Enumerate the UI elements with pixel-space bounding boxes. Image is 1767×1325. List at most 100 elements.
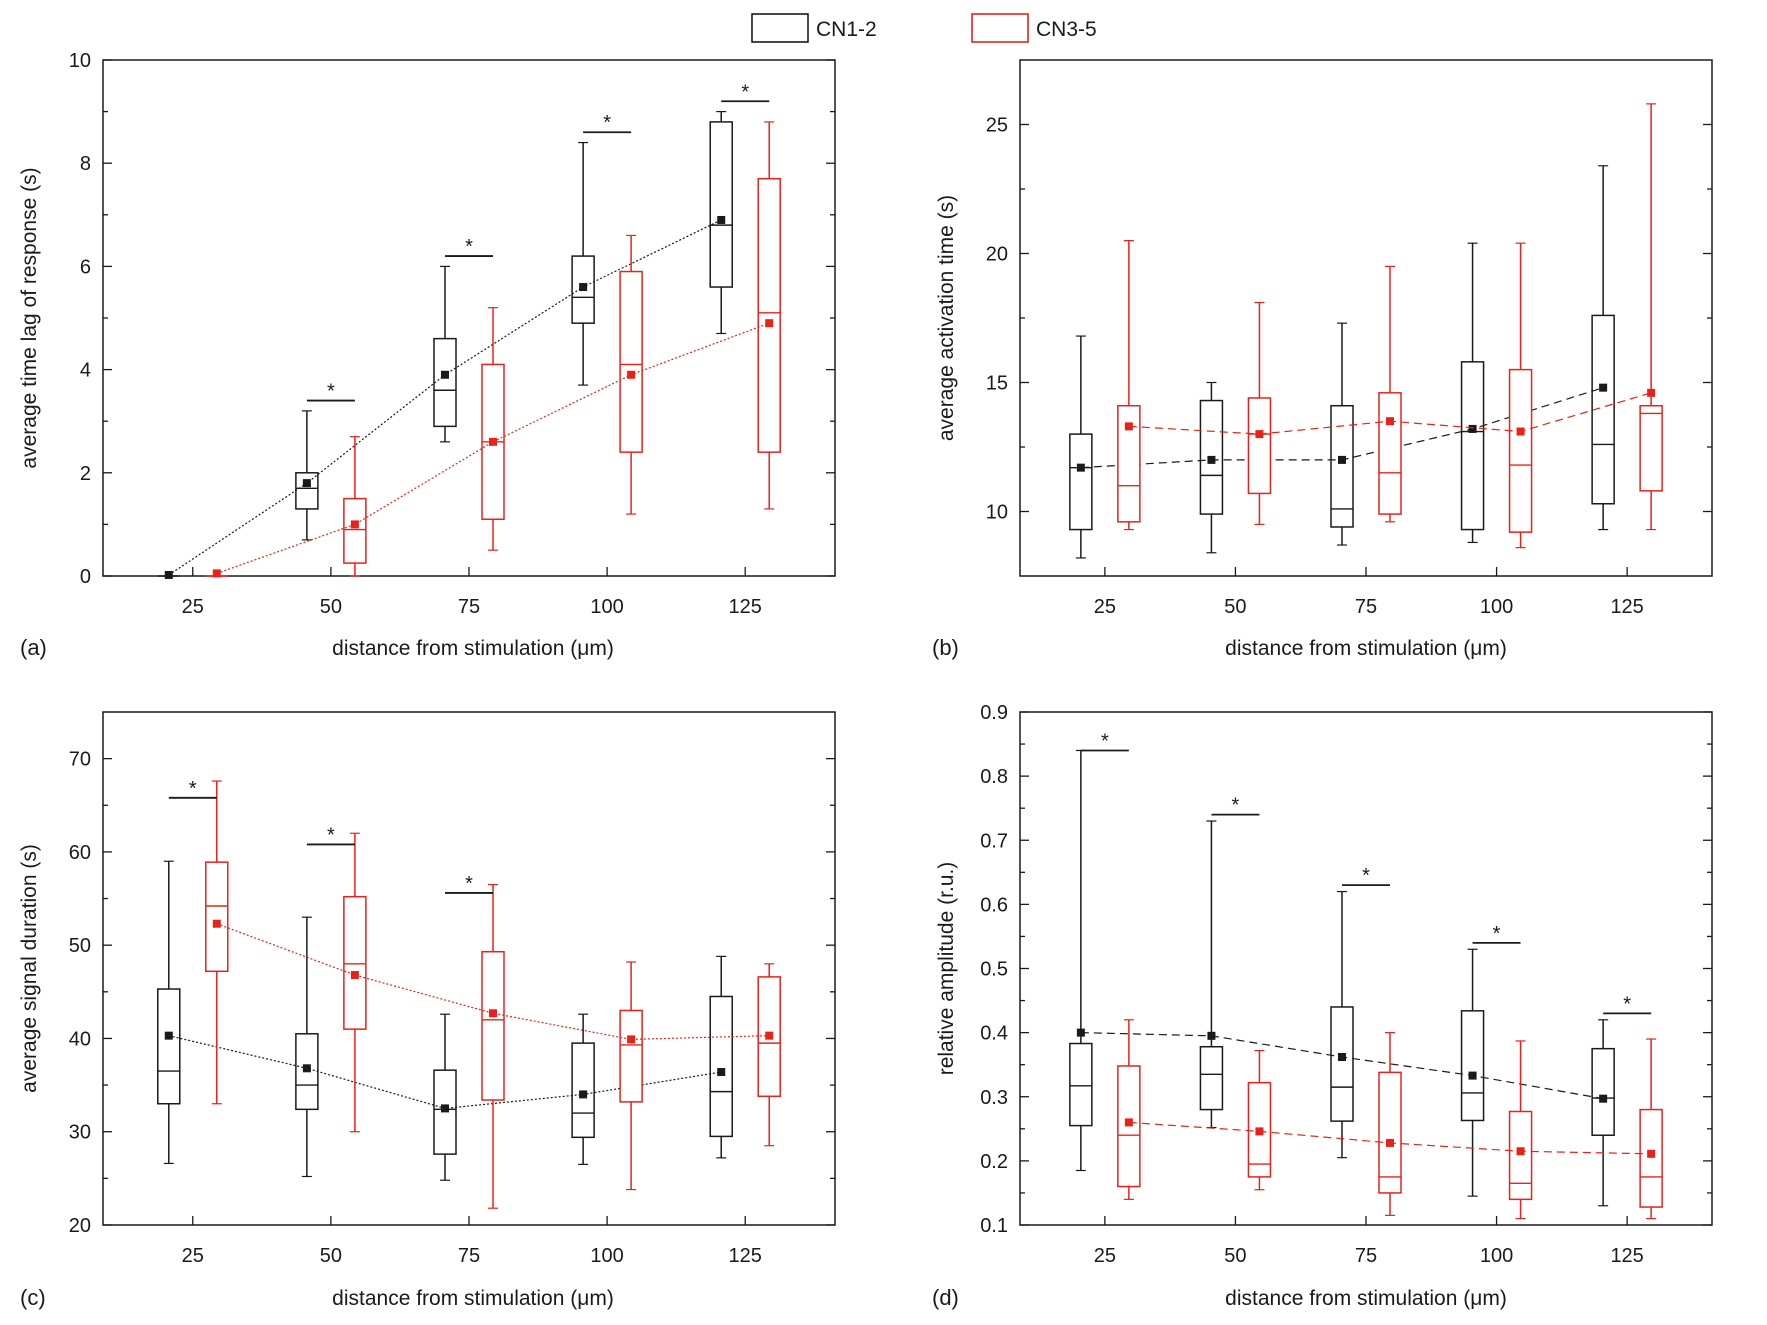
- y-tick-label: 0.6: [980, 894, 1008, 916]
- box-cn1-2-50: [295, 916, 319, 1178]
- box-iqr: [1639, 1108, 1663, 1208]
- x-tick-label: 50: [320, 596, 342, 618]
- significance-star: *: [189, 778, 197, 800]
- mean-line-cn1-2: [1080, 387, 1604, 469]
- box-cn3-5-25: [205, 780, 229, 1105]
- box-cn1-2-125: [1591, 1019, 1615, 1207]
- mean-marker: [717, 215, 726, 224]
- x-axis-label: distance from stimulation (μm): [332, 637, 614, 660]
- box-iqr: [343, 895, 367, 1030]
- series-cn3-5: [1117, 103, 1663, 549]
- box-cn3-5-75: [481, 883, 505, 1209]
- series-cn1-2: [1069, 165, 1615, 559]
- significance-star: *: [741, 81, 749, 103]
- x-tick-label: 75: [458, 1245, 480, 1267]
- y-tick-label: 25: [986, 115, 1008, 137]
- panel-label: (b): [932, 635, 959, 660]
- box-iqr: [709, 995, 733, 1138]
- significance-marker: *: [1080, 730, 1129, 752]
- y-tick-label: 0.2: [980, 1151, 1008, 1173]
- significance-star: *: [465, 873, 473, 895]
- legend-label-2: CN3-5: [1036, 18, 1097, 41]
- box-iqr: [1591, 314, 1615, 505]
- mean-marker: [627, 1035, 636, 1044]
- box-cn1-2-100: [571, 141, 595, 386]
- significance-marker: *: [1211, 795, 1260, 817]
- y-tick-label: 15: [986, 373, 1008, 395]
- x-tick-label: 100: [590, 1245, 623, 1267]
- y-tick-label: 0.9: [980, 702, 1008, 724]
- box-iqr: [1247, 397, 1272, 495]
- mean-marker: [350, 971, 359, 980]
- box-iqr: [1508, 368, 1533, 533]
- box-cn3-5-125: [1639, 103, 1663, 531]
- significance-star: *: [603, 112, 611, 134]
- panel-label: (a): [20, 635, 47, 660]
- box-iqr: [1460, 1010, 1485, 1122]
- y-tick-label: 0.8: [980, 766, 1008, 788]
- y-tick-label: 0.4: [980, 1023, 1008, 1045]
- box-cn3-5-100: [619, 961, 643, 1191]
- y-axis-label: average time lag of response (s): [18, 167, 41, 468]
- panel-d: 0.1 0.2 0.3 0.4 0.5 0.6 0.7 0.8 0.9 25 50 75 100 125 d…: [932, 702, 1713, 1310]
- mean-marker: [1599, 383, 1608, 392]
- y-tick-label: 0.7: [980, 830, 1008, 852]
- mean-line-cn1-2: [168, 1035, 722, 1110]
- box-iqr: [1508, 1110, 1533, 1201]
- significance-marker: *: [306, 824, 355, 846]
- box-cn1-2-125: [709, 955, 733, 1159]
- y-tick-label: 20: [69, 1215, 91, 1237]
- box-cn3-5-75: [481, 307, 505, 551]
- y-tick-label: 2: [80, 463, 91, 485]
- x-tick-label: 25: [1094, 596, 1116, 618]
- series-cn1-2: [157, 860, 733, 1181]
- box-iqr: [1330, 404, 1354, 528]
- legend-swatch-1: [751, 13, 809, 43]
- y-tick-label: 10: [69, 50, 91, 72]
- x-tick-label: 50: [1224, 596, 1246, 618]
- x-tick-label: 125: [729, 1245, 762, 1267]
- box-cn1-2-50: [295, 410, 319, 541]
- box-cn1-2-100: [1460, 948, 1485, 1197]
- x-tick-label: 125: [1610, 1245, 1643, 1267]
- y-tick-label: 10: [986, 502, 1008, 524]
- legend-label-1: CN1-2: [816, 18, 877, 41]
- box-cn3-5-125: [1639, 1038, 1663, 1220]
- y-tick-label: 40: [69, 1028, 91, 1050]
- box-iqr: [1378, 392, 1402, 515]
- box-cn3-5-75: [1378, 1032, 1402, 1216]
- box-cn1-2-50: [1199, 381, 1224, 554]
- mean-line-cn3-5: [216, 923, 770, 1040]
- x-tick-label: 50: [1224, 1245, 1246, 1267]
- x-tick-label: 100: [1480, 1245, 1513, 1267]
- box-iqr: [619, 1009, 643, 1103]
- x-tick-label: 50: [320, 1245, 342, 1267]
- y-tick-label: 0.3: [980, 1087, 1008, 1109]
- panel-c: 20 30 40 50 60 70 25 50 75 100 125 distance from st…: [18, 711, 836, 1310]
- mean-line-cn1-2: [1080, 1032, 1604, 1100]
- box-iqr: [619, 270, 643, 453]
- y-tick-label: 60: [69, 842, 91, 864]
- legend: CN1-2 CN3-5: [751, 13, 1097, 43]
- significance-star: *: [1623, 993, 1631, 1015]
- box-cn1-2-100: [571, 1013, 595, 1165]
- significance-marker: *: [445, 873, 493, 895]
- panels: 0 2 4 6 8 10 25 50 75 100 125 distance from stimula…: [18, 50, 1713, 1310]
- significance-marker: *: [721, 81, 770, 103]
- x-tick-label: 125: [1610, 596, 1643, 618]
- mean-line-cn1-2: [168, 219, 722, 576]
- mean-marker: [1647, 388, 1656, 397]
- box-iqr: [1639, 404, 1663, 492]
- mean-line-cn3-5: [1128, 1121, 1652, 1155]
- box-cn1-2-25: [1069, 335, 1093, 559]
- significance-star: *: [1362, 865, 1370, 887]
- box-cn1-2-25: [1069, 749, 1093, 1172]
- box-cn1-2-25: [157, 860, 181, 1165]
- y-tick-label: 70: [69, 749, 91, 771]
- legend-swatch-2: [971, 13, 1029, 43]
- x-tick-label: 25: [182, 596, 204, 618]
- box-iqr: [433, 337, 457, 428]
- x-axis-label: distance from stimulation (μm): [332, 1287, 614, 1310]
- x-tick-label: 75: [1355, 1245, 1377, 1267]
